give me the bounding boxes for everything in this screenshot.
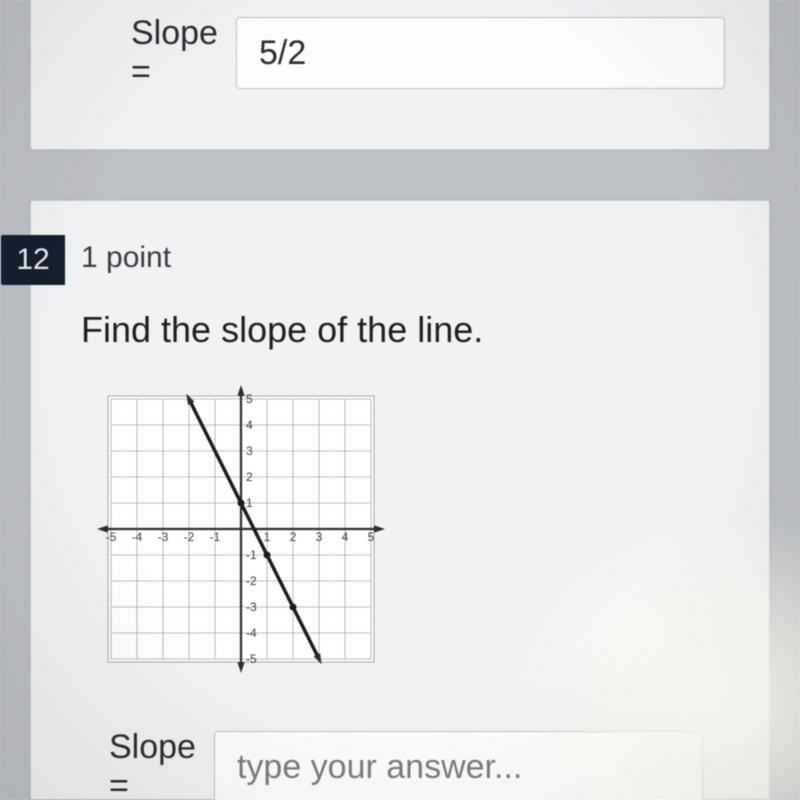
graph-svg: -5 -4 -3 -2 -1 1 2 3 4 5 -5 -4 -3 -2 -1 1 2 3 4 5 <box>91 379 391 679</box>
svg-text:-2: -2 <box>184 530 195 544</box>
question-number-badge: 12 <box>1 235 65 285</box>
svg-text:3: 3 <box>316 530 323 544</box>
answer-input[interactable] <box>214 731 703 800</box>
prev-slope-label: Slope = <box>131 14 218 92</box>
svg-text:4: 4 <box>246 418 253 432</box>
question-card: 1 2 1 point Find the slope of the line. -… <box>30 200 770 800</box>
prev-slope-row: Slope = <box>131 13 691 93</box>
svg-text:-4: -4 <box>246 626 257 640</box>
svg-text:-2: -2 <box>246 574 257 588</box>
previous-question-card: Slope = <box>30 0 770 150</box>
answer-label: Slope = <box>109 728 196 800</box>
svg-text:-3: -3 <box>158 530 169 544</box>
question-prompt: Find the slope of the line. <box>81 309 483 351</box>
svg-text:2: 2 <box>246 470 253 484</box>
svg-text:1: 1 <box>246 496 253 510</box>
svg-text:3: 3 <box>246 444 253 458</box>
svg-text:-4: -4 <box>132 530 143 544</box>
svg-text:1: 1 <box>264 530 271 544</box>
svg-text:5: 5 <box>368 530 375 544</box>
graph: -5 -4 -3 -2 -1 1 2 3 4 5 -5 -4 -3 -2 -1 1 2 3 4 5 <box>91 379 391 679</box>
svg-text:5: 5 <box>246 392 253 406</box>
prev-slope-input[interactable] <box>236 17 725 89</box>
svg-text:-5: -5 <box>246 652 257 666</box>
question-points: 1 point <box>81 241 171 275</box>
svg-text:-3: -3 <box>246 600 257 614</box>
answer-row: Slope = <box>109 727 689 800</box>
svg-text:2: 2 <box>290 530 297 544</box>
svg-text:-5: -5 <box>106 530 117 544</box>
svg-text:4: 4 <box>342 530 349 544</box>
svg-text:-1: -1 <box>210 530 221 544</box>
svg-text:-1: -1 <box>246 548 257 562</box>
